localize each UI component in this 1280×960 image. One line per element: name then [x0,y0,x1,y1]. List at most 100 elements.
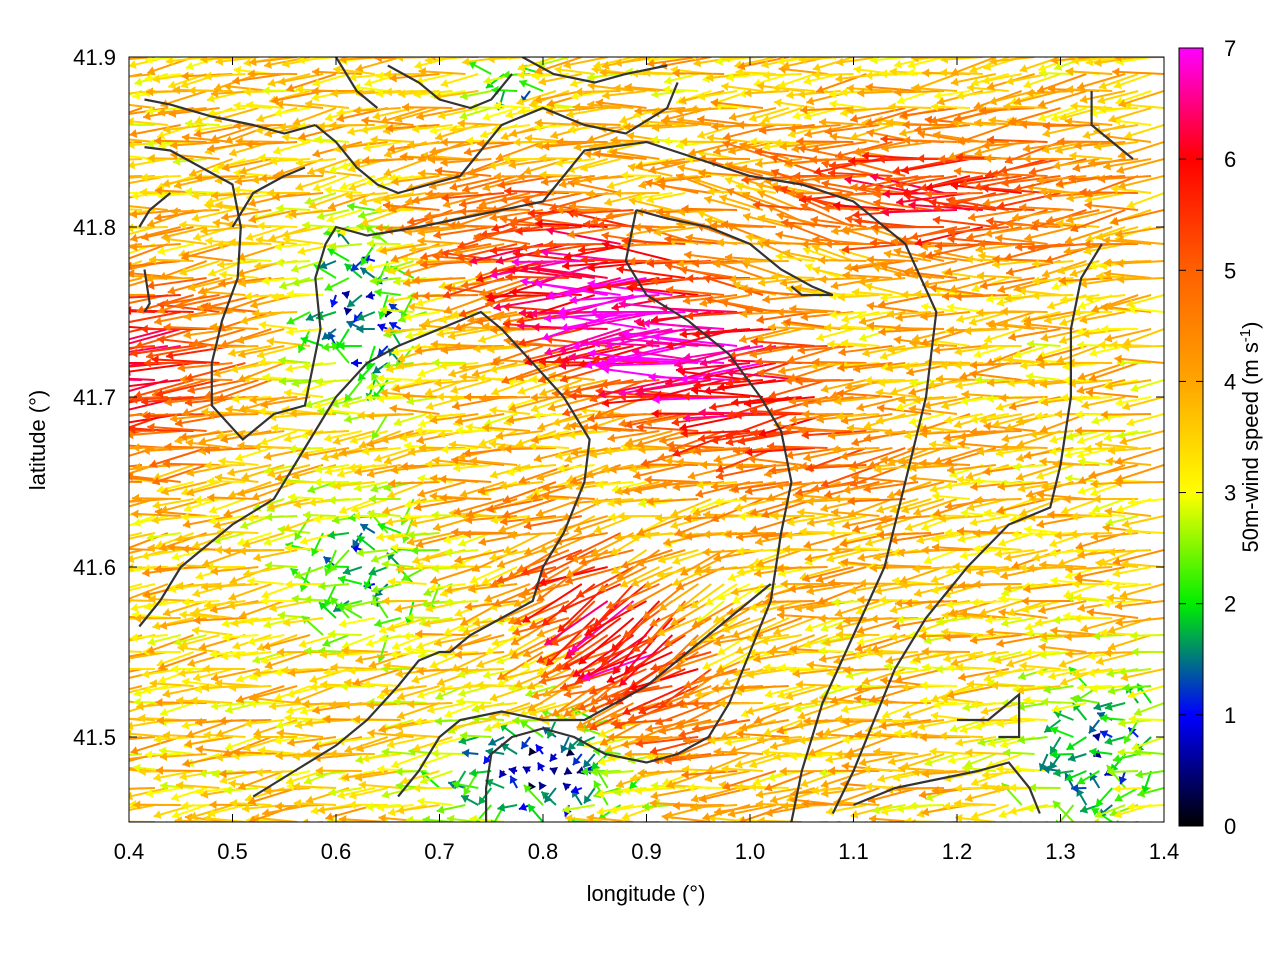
wind-arrow [352,311,363,323]
wind-arrow [847,821,854,822]
wind-arrow [157,107,207,117]
wind-arrow [129,599,155,602]
wind-arrow [557,463,595,473]
wind-arrow [209,124,259,143]
wind-arrow [811,821,815,822]
wind-arrow [443,617,479,636]
wind-arrow [459,206,518,216]
wind-arrow [391,175,440,186]
wind-arrow [160,781,194,791]
wind-arrow [302,699,349,709]
wind-arrow [559,668,621,691]
wind-arrow [285,579,324,589]
wind-arrow [179,220,220,230]
wind-arrow [468,583,518,594]
wind-arrow [480,226,544,239]
wind-arrow [129,701,130,703]
wind-arrow [368,566,389,576]
wind-arrow [263,447,311,461]
wind-arrow [304,396,337,409]
wind-arrow [292,781,337,791]
wind-arrow [482,107,518,122]
wind-arrow [456,243,518,262]
wind-arrow [141,396,207,407]
wind-arrow [441,249,505,262]
wind-arrow [565,566,621,585]
wind-arrow [371,413,389,440]
wind-arrow [129,532,156,540]
wind-arrow [360,243,376,266]
wind-arrow [305,821,311,822]
wind-arrow [558,583,622,613]
wind-arrow [228,583,272,601]
wind-arrow [831,821,841,822]
wind-arrow [129,259,130,261]
wind-arrow [538,668,595,686]
wind-arrow [454,549,505,564]
wind-arrow [376,373,414,383]
wind-arrow [484,413,518,427]
wind-arrow [287,736,337,747]
wind-arrow [272,192,324,202]
wind-arrow [237,362,285,383]
wind-arrow [191,209,233,223]
wind-arrow [534,57,583,75]
wind-arrow [181,677,220,687]
wind-arrow [161,226,207,241]
wind-arrow [158,746,194,756]
wind-arrow [387,577,427,587]
wind-arrow [129,549,143,555]
wind-arrow [520,736,531,750]
wind-arrow [262,634,311,651]
wind-arrow [549,753,558,763]
wind-arrow [417,236,466,246]
wind-arrow [341,645,388,655]
wind-arrow [297,243,337,256]
wind-arrow [149,447,207,469]
wind-arrow [235,136,285,146]
wind-arrow [129,226,181,243]
wind-arrow [293,566,324,580]
wind-arrow [429,124,466,135]
wind-arrow [131,509,181,519]
wind-arrow [718,821,725,822]
wind-arrow [283,388,324,398]
wind-arrow [248,209,298,224]
wind-arrow [557,583,609,633]
wind-arrow [538,781,547,791]
wind-arrow [129,583,143,589]
wind-arrow [311,736,363,751]
wind-arrow [477,328,518,344]
wind-arrow [560,736,570,754]
wind-arrow [129,208,130,210]
wind-arrow [228,682,272,692]
wind-arrow [539,170,582,180]
wind-arrow [179,430,233,442]
wind-arrow [486,821,492,822]
wind-arrow [343,306,353,316]
wind-arrow [362,254,376,264]
wind-arrow [170,140,220,150]
wind-arrow [370,135,414,145]
wind-arrow [357,209,388,220]
wind-arrow [469,566,505,584]
wind-arrow [233,121,285,131]
wind-arrow [450,310,492,320]
wind-arrow [503,532,544,554]
wind-arrow [293,515,311,541]
wind-arrow [140,172,181,182]
wind-arrow [329,120,375,130]
wind-arrow [156,716,207,726]
wind-arrow [434,378,479,388]
wind-arrow [417,481,466,498]
wind-arrow [573,102,621,112]
wind-arrow [129,650,130,652]
y-tick-label: 41.5 [73,725,116,750]
wind-arrow [467,311,518,325]
wind-arrow [129,312,130,314]
wind-arrow [579,821,582,822]
wind-arrow [508,766,518,775]
wind-arrow [327,530,350,540]
wind-arrow [389,73,440,83]
wind-arrow [666,821,673,822]
